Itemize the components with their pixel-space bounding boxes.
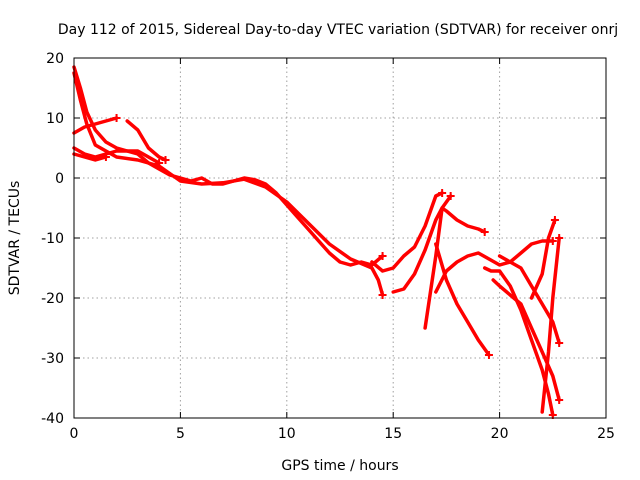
series-end-marker [438, 189, 447, 197]
x-tick-label: 20 [491, 426, 509, 442]
x-axis-label: GPS time / hours [281, 458, 398, 474]
series-end-marker [548, 237, 557, 245]
x-tick-label: 10 [278, 426, 296, 442]
y-tick-label: 20 [46, 51, 64, 67]
y-tick-label: 10 [46, 111, 64, 127]
x-tick-label: 25 [597, 426, 615, 442]
series-end-marker [484, 351, 493, 359]
series-arc-3 [72, 116, 119, 135]
series-end-marker [555, 339, 564, 347]
series-end-marker [378, 252, 387, 260]
series-arc-7 [370, 191, 444, 273]
series-end-marker [155, 159, 164, 167]
data-series [72, 65, 564, 419]
series-arc-11 [434, 239, 555, 294]
series-arc-9 [423, 194, 453, 330]
series-arc-5 [125, 119, 168, 162]
series-end-marker [378, 291, 387, 299]
series-arc-14 [497, 254, 561, 345]
y-tick-label: -20 [41, 291, 64, 307]
x-tick-label: 5 [176, 426, 185, 442]
series-arc-6 [72, 152, 108, 162]
axis-ticks: 0 5 10 15 20 25 -40 -30 -20 -10 0 10 20 [41, 51, 615, 442]
series-end-marker [112, 114, 121, 122]
x-tick-label: 0 [70, 426, 79, 442]
series-arc-13 [491, 278, 561, 402]
series-arc-1 [72, 65, 385, 267]
series-end-marker [555, 234, 564, 242]
series-end-marker [101, 153, 110, 161]
series-end-marker [446, 192, 455, 200]
chart-title: Day 112 of 2015, Sidereal Day-to-day VTE… [58, 22, 618, 38]
y-tick-label: -30 [41, 351, 64, 367]
series-arc-15 [529, 218, 557, 300]
x-tick-label: 15 [384, 426, 402, 442]
series-arc-16 [540, 236, 561, 414]
series-end-marker [480, 228, 489, 236]
y-tick-label: 0 [55, 171, 64, 187]
grid [74, 58, 606, 418]
series-end-marker [550, 216, 559, 224]
y-axis-label: SDTVAR / TECUs [7, 181, 23, 296]
series-end-marker [161, 156, 170, 164]
series-arc-2 [72, 71, 385, 297]
y-tick-label: -40 [41, 411, 64, 427]
y-tick-label: -10 [41, 231, 64, 247]
series-end-marker [555, 396, 564, 404]
